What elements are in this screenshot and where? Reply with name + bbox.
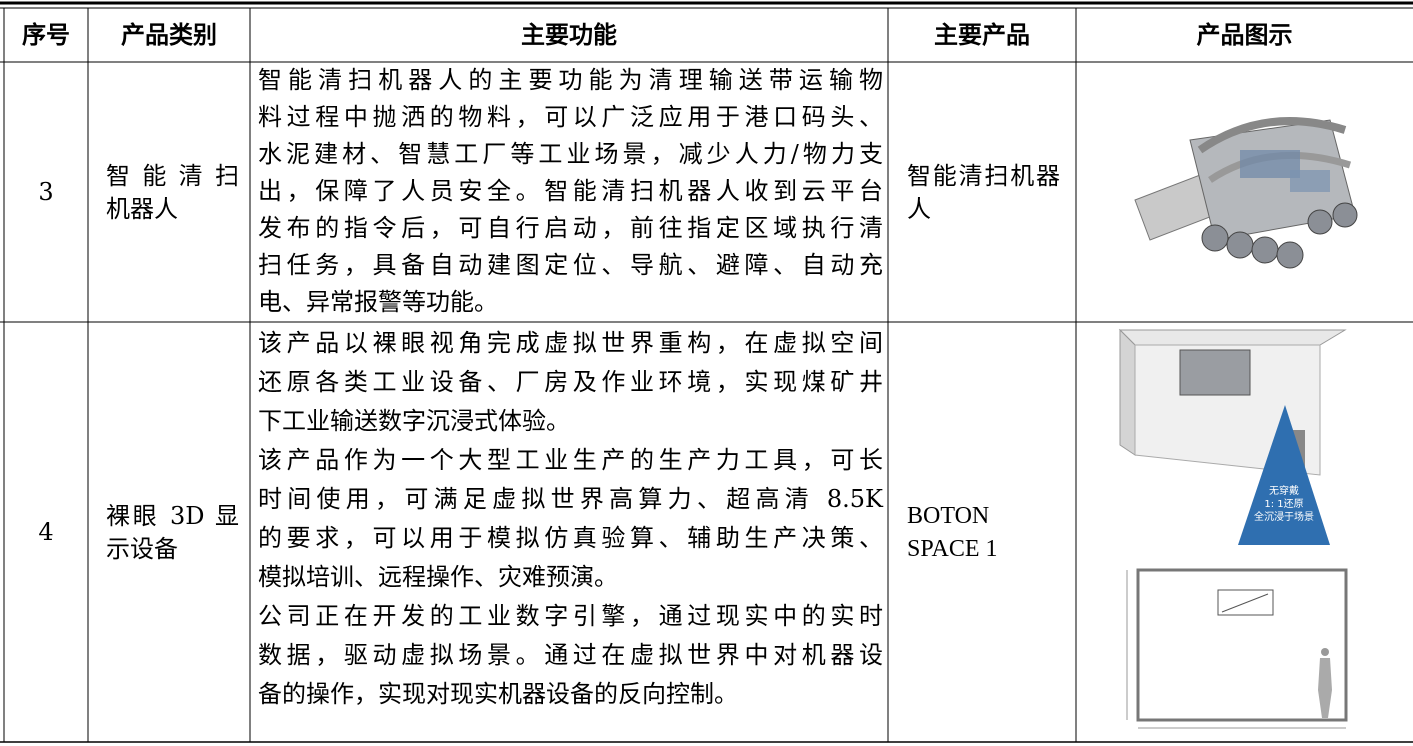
function-line: 扫任务，具备自动建图定位、导航、避障、自动充 [258, 251, 883, 279]
robot-image [1134, 117, 1358, 269]
header-cell: 产品图示 [1196, 21, 1293, 49]
header-cell: 主要产品 [934, 21, 1030, 49]
category: 示设备 [106, 535, 178, 563]
serial: 3 [38, 178, 54, 206]
function-line: 该产品以裸眼视角完成虚拟世界重构，在虚拟空间 [258, 329, 883, 357]
product: 人 [907, 195, 931, 223]
room-image [1118, 328, 1348, 729]
function-line: 时间使用，可满足虚拟世界高算力、超高清 8.5K [258, 485, 883, 513]
function-line: 数据，驱动虚拟场景。通过在虚拟世界中对机器设 [258, 641, 883, 669]
function-line: 模拟培训、远程操作、灾难预演。 [258, 563, 618, 591]
category: 裸眼 3D 显 [106, 502, 239, 530]
function-line: 电、异常报警等功能。 [258, 288, 498, 316]
function-line: 水泥建材、智慧工厂等工业场景，减少人力/物力支 [258, 140, 883, 168]
function-line: 发布的指令后，可自行启动，前往指定区域执行清 [258, 214, 883, 242]
image-label: 1: 1还原 [1264, 499, 1304, 510]
image-label: 无穿戴 [1269, 486, 1299, 497]
function-line: 料过程中抛洒的物料，可以广泛应用于港口码头、 [258, 103, 883, 131]
image-label: 全沉浸于场景 [1254, 512, 1314, 523]
category: 智能清扫 [106, 162, 239, 190]
product: 智能清扫机器 [907, 162, 1060, 190]
category: 机器人 [106, 195, 178, 223]
function-line: 还原各类工业设备、厂房及作业环境，实现煤矿井 [258, 368, 883, 396]
header-cell: 主要功能 [521, 21, 617, 49]
header-cell: 序号 [22, 21, 70, 49]
function-line: 智能清扫机器人的主要功能为清理输送带运输物 [258, 66, 883, 94]
function-line: 出，保障了人员安全。智能清扫机器人收到云平台 [258, 177, 883, 205]
product: SPACE 1 [907, 536, 998, 562]
function-line: 备的操作，实现对现实机器设备的反向控制。 [258, 680, 738, 708]
header-cell: 产品类别 [121, 21, 217, 49]
serial: 4 [38, 518, 54, 546]
function-line: 的要求，可以用于模拟仿真验算、辅助生产决策、 [258, 524, 883, 552]
product: BOTON [907, 503, 990, 529]
function-line: 公司正在开发的工业数字引擎，通过现实中的实时 [258, 602, 883, 630]
function-line: 下工业输送数字沉浸式体验。 [258, 407, 570, 435]
function-line: 该产品作为一个大型工业生产的生产力工具，可长 [258, 446, 883, 474]
